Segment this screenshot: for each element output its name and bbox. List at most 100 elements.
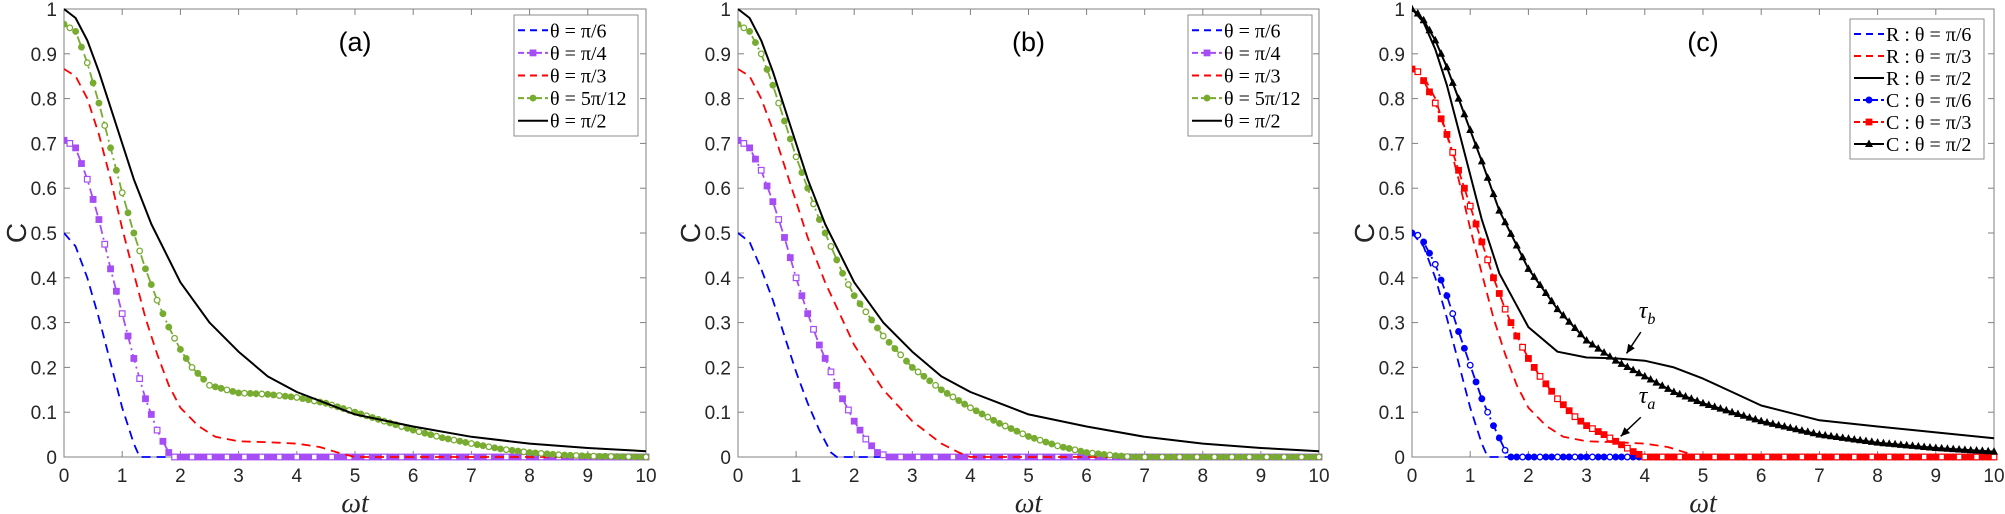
square-marker [1658,453,1666,461]
circle-marker [514,447,522,455]
legend-entry-label: R : θ = π/3 [1886,46,1971,68]
circle-marker [1565,453,1573,461]
square-marker [781,234,788,241]
circle-marker [1240,453,1247,461]
series-line [1412,232,1994,458]
square-marker [258,453,266,461]
square-marker [844,406,852,414]
square-marker [1757,453,1765,461]
circle-marker [630,453,638,461]
y-tick-label: 0.4 [31,269,58,290]
circle-marker [746,27,754,35]
x-tick-label: 9 [583,466,594,487]
circle-marker [996,419,1003,427]
square-marker [1734,453,1742,461]
circle-marker [1036,436,1044,444]
triangle-marker [1925,443,1934,451]
circle-marker [891,345,899,353]
square-marker [937,453,945,461]
y-axis-label: C [1,223,32,243]
circle-marker [1298,453,1306,461]
circle-marker [781,117,788,125]
triangle-marker [1920,442,1929,450]
square-marker [1862,453,1870,461]
square-marker [815,341,823,349]
circle-marker [1292,453,1300,461]
legend-entry-label: C : θ = π/2 [1886,134,1971,156]
circle-marker [1013,427,1021,435]
circle-marker [159,310,167,318]
circle-marker [1484,408,1492,416]
x-tick-label: 10 [1308,466,1329,487]
circle-marker [1443,292,1451,300]
y-tick-label: 0.3 [1379,314,1405,335]
circle-marker [293,393,301,401]
square-marker [1559,401,1567,409]
series-line [64,232,646,458]
circle-marker [1865,96,1873,104]
circle-marker [1187,453,1195,461]
circle-marker [1042,438,1050,446]
square-marker [769,198,777,206]
triangle-marker [1559,310,1568,319]
square-marker [810,325,817,333]
square-marker [1891,453,1899,461]
square-marker [147,411,155,418]
square-marker [833,381,841,389]
square-marker [1203,49,1211,57]
y-tick-label: 1 [46,0,57,21]
circle-marker [1426,249,1433,257]
legend-entry-label: θ = π/4 [1224,43,1281,65]
square-marker [1414,68,1422,76]
circle-marker [1205,453,1213,461]
circle-marker [1129,453,1137,461]
square-marker [1827,453,1835,461]
triangle-marker [1658,381,1667,389]
triangle-marker [1792,424,1801,433]
square-marker [1443,131,1451,138]
triangle-marker [1716,404,1725,412]
square-marker [502,453,510,461]
square-marker [1460,184,1468,192]
square-marker [879,451,887,459]
triangle-marker [1896,440,1905,448]
triangle-marker [1536,280,1545,288]
circle-marker [786,135,794,143]
triangle-marker [1978,446,1987,454]
circle-marker [1530,453,1538,461]
circle-marker [1251,453,1259,461]
series-line [1412,8,1995,440]
circle-marker [508,446,516,454]
circle-marker [966,404,974,412]
circle-marker [862,308,870,316]
circle-marker [1170,453,1178,461]
triangle-marker [1652,378,1661,386]
triangle-marker [1763,418,1772,426]
triangle-marker [1914,441,1923,450]
circle-marker [897,351,905,359]
x-tick-label: 5 [1023,466,1034,487]
x-tick-label: 2 [1523,466,1534,487]
triangle-marker [1442,62,1451,71]
y-tick-label: 0.6 [705,179,731,200]
y-tick-label: 0.2 [31,358,57,379]
triangle-marker [1943,444,1952,452]
triangle-marker [1757,416,1766,425]
legend: θ = π/6θ = π/4θ = π/3θ = 5π/12θ = π/2 [513,14,639,137]
circle-marker [467,440,475,448]
triangle-marker [1990,447,1998,455]
triangle-marker [1955,444,1964,453]
circle-marker [1118,452,1125,460]
circle-marker [537,449,545,457]
square-marker [1740,453,1748,461]
triangle-marker [1466,125,1475,133]
square-marker [1909,453,1916,461]
triangle-marker [1448,78,1457,86]
circle-marker [885,338,893,346]
square-marker [1944,453,1951,461]
square-marker [1978,453,1986,461]
triangle-marker [1908,441,1917,449]
y-tick-label: 0.3 [705,314,731,335]
triangle-marker [1821,430,1830,439]
square-marker [217,453,225,461]
